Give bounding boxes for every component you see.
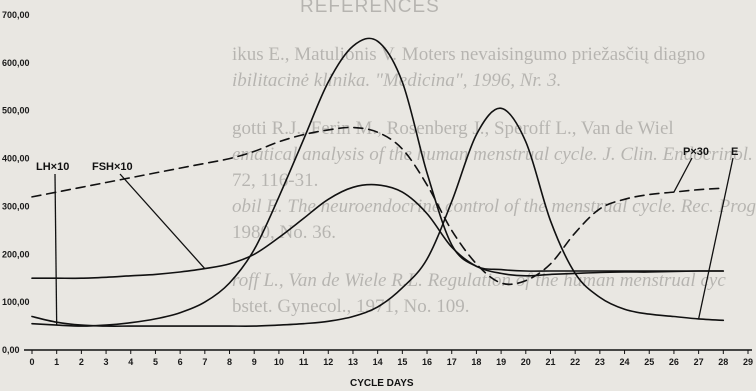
x-tick-label: 2: [79, 357, 84, 367]
x-tick-label: 14: [373, 357, 383, 367]
x-tick-label: 22: [570, 357, 580, 367]
y-tick-label: 100,00: [2, 297, 30, 307]
series-line-3: [31, 126, 725, 286]
series-label-p: P×30: [683, 146, 709, 158]
x-tick-label: 27: [694, 357, 704, 367]
series-label-pointers: [54, 157, 734, 326]
pointer-lh: [54, 173, 58, 326]
bleed-line: 72, 116-31.: [232, 170, 319, 191]
x-axis-ticks: 0 1 2 3 4 5 6 7 8 9 10 11 12 13 14 15 16 17 18 19 20 21 22 23 24…: [29, 350, 753, 367]
bleed-line: ibilitacinė klinika. "Medicina", 1996, N…: [232, 70, 562, 91]
x-tick-label: 7: [202, 357, 207, 367]
y-tick-label: 600,00: [2, 58, 30, 68]
x-tick-label: 8: [227, 357, 232, 367]
x-tick-label: 16: [422, 357, 432, 367]
bleed-line: roff L., Van de Wiele R.L. Regulation of…: [232, 270, 726, 291]
bleed-line: bstet. Gynecol., 1971, No. 109.: [232, 296, 470, 317]
pointer-fsh: [119, 173, 206, 270]
series-line-4: [31, 107, 725, 327]
x-tick-label: 6: [178, 357, 183, 367]
x-tick-label: 21: [545, 357, 555, 367]
y-tick-label: 0,00: [2, 345, 20, 355]
y-tick-label: 700,00: [2, 10, 30, 20]
bleed-line: 1980, No. 36.: [232, 222, 336, 243]
y-tick-label: 200,00: [2, 249, 30, 259]
x-tick-label: 13: [348, 357, 358, 367]
series-lines: [31, 37, 725, 327]
x-tick-label: 15: [397, 357, 407, 367]
x-tick-label: 12: [323, 357, 333, 367]
x-tick-label: 4: [128, 357, 133, 367]
series-label-lh: LH×10: [36, 161, 69, 173]
bleed-line: obil E. The neuroendocrine control of th…: [232, 196, 756, 217]
bleed-line: gotti R.J., Ferin M., Rosenberg J., Sper…: [232, 118, 674, 139]
x-tick-label: 0: [29, 357, 34, 367]
x-tick-label: 29: [743, 357, 753, 367]
x-axis-title: CYCLE DAYS: [350, 378, 414, 389]
x-tick-label: 20: [521, 357, 531, 367]
x-tick-label: 5: [153, 357, 158, 367]
x-tick-label: 9: [252, 357, 257, 367]
x-tick-label: 28: [718, 357, 728, 367]
series-label-fsh: FSH×10: [92, 161, 133, 173]
x-tick-label: 17: [447, 357, 457, 367]
pointer-e: [697, 157, 734, 320]
series-line-2: [31, 183, 725, 280]
series-line-1: [31, 37, 725, 327]
bleed-line: ematical analysis of the human menstrual…: [232, 144, 753, 165]
series-label-e: E: [731, 146, 738, 158]
x-tick-label: 23: [595, 357, 605, 367]
y-tick-label: 500,00: [2, 106, 30, 116]
pointer-p: [673, 157, 693, 193]
y-axis-ticks: 0,00 100,00 200,00 300,00 400,00 500,00 600,00…: [2, 10, 30, 355]
x-tick-label: 19: [496, 357, 506, 367]
x-tick-label: 10: [274, 357, 284, 367]
x-tick-label: 3: [104, 357, 109, 367]
x-tick-label: 11: [299, 357, 309, 367]
bleed-heading: REFERENCES: [300, 0, 440, 17]
x-tick-label: 24: [620, 357, 630, 367]
y-tick-label: 400,00: [2, 154, 30, 164]
x-tick-label: 1: [54, 357, 59, 367]
x-tick-label: 18: [471, 357, 481, 367]
y-tick-label: 300,00: [2, 201, 30, 211]
x-tick-label: 25: [644, 357, 654, 367]
x-tick-label: 26: [669, 357, 679, 367]
